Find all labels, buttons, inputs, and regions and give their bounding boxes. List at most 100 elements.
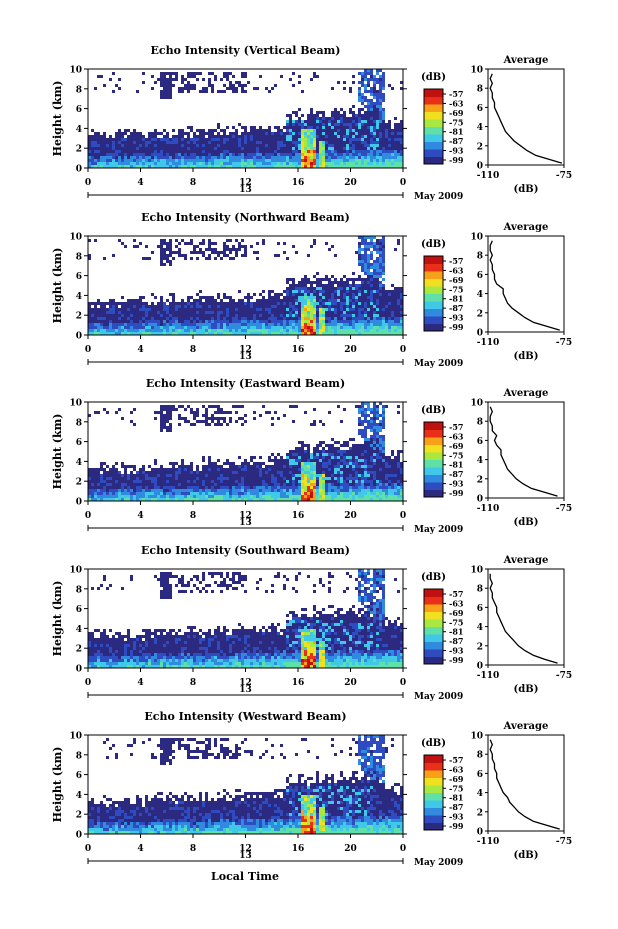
heatmap-cell <box>247 477 250 480</box>
heatmap-cell <box>190 474 193 477</box>
heatmap-cell <box>376 126 379 129</box>
heatmap-cell <box>235 135 238 138</box>
heatmap-cell <box>340 308 343 311</box>
heatmap-cell <box>337 453 340 456</box>
heatmap-cell <box>265 159 268 162</box>
heatmap-cell <box>394 156 397 159</box>
heatmap-cell <box>289 468 292 471</box>
heatmap-cell <box>316 284 319 287</box>
heatmap-cell <box>232 87 235 90</box>
heatmap-cell <box>334 150 337 153</box>
heatmap-cell <box>106 156 109 159</box>
heatmap-cell <box>400 162 403 165</box>
heatmap-cell <box>343 147 346 150</box>
heatmap-cell <box>106 480 109 483</box>
heatmap-cell <box>190 144 193 147</box>
heatmap-cell <box>118 474 121 477</box>
heatmap-cell <box>364 266 367 269</box>
heatmap-cell <box>244 477 247 480</box>
heatmap-cell <box>154 305 157 308</box>
heatmap-cell <box>127 480 130 483</box>
heatmap-cell <box>133 311 136 314</box>
heatmap-cell <box>160 242 163 245</box>
heatmap-cell <box>247 320 250 323</box>
heatmap-cell <box>265 332 268 335</box>
heatmap-cell <box>382 87 385 90</box>
heatmap-cell <box>331 117 334 120</box>
heatmap-cell <box>94 153 97 156</box>
heatmap-cell <box>160 90 163 93</box>
heatmap-cell <box>181 477 184 480</box>
heatmap-cell <box>370 239 373 242</box>
colorbar-swatch <box>424 149 443 157</box>
heatmap-cell <box>340 299 343 302</box>
heatmap-cell <box>352 159 355 162</box>
heatmap-cell <box>106 153 109 156</box>
heatmap-cell <box>391 162 394 165</box>
heatmap-cell <box>196 326 199 329</box>
heatmap-cell <box>217 474 220 477</box>
heatmap-cell <box>397 165 400 168</box>
heatmap-cell <box>88 308 91 311</box>
heatmap-cell <box>277 474 280 477</box>
heatmap-cell <box>313 468 316 471</box>
heatmap-cell <box>301 308 304 311</box>
heatmap-cell <box>259 474 262 477</box>
heatmap-cell <box>208 239 211 242</box>
heatmap-cell <box>100 323 103 326</box>
heatmap-cell <box>106 150 109 153</box>
heatmap-cell <box>322 159 325 162</box>
heatmap-cell <box>169 405 172 408</box>
heatmap-cell <box>370 251 373 254</box>
heatmap-cell <box>166 156 169 159</box>
heatmap-cell <box>373 117 376 120</box>
heatmap-cell <box>343 329 346 332</box>
heatmap-cell <box>334 278 337 281</box>
heatmap-cell <box>397 287 400 290</box>
heatmap-cell <box>301 317 304 320</box>
heatmap-cell <box>220 471 223 474</box>
heatmap-cell <box>133 474 136 477</box>
heatmap-cell <box>166 242 169 245</box>
heatmap-cell <box>331 159 334 162</box>
heatmap-cell <box>175 320 178 323</box>
heatmap-cell <box>388 150 391 153</box>
heatmap-cell <box>325 135 328 138</box>
average-xlabel: (dB) <box>514 184 539 195</box>
heatmap-cell <box>229 492 232 495</box>
heatmap-cell <box>88 483 91 486</box>
heatmap-cell <box>244 129 247 132</box>
heatmap-cell <box>187 72 190 75</box>
heatmap-cell <box>202 480 205 483</box>
heatmap-cell <box>352 120 355 123</box>
heatmap-cell <box>268 477 271 480</box>
heatmap-cell <box>181 326 184 329</box>
heatmap-cell <box>160 138 163 141</box>
heatmap-cell <box>181 141 184 144</box>
heatmap-cell <box>109 317 112 320</box>
heatmap-cell <box>364 138 367 141</box>
heatmap-cell <box>238 135 241 138</box>
heatmap-cell <box>325 302 328 305</box>
heatmap-cell <box>277 126 280 129</box>
heatmap-cell <box>262 305 265 308</box>
heatmap-cell <box>268 147 271 150</box>
heatmap-cell <box>205 477 208 480</box>
heatmap-cell <box>259 323 262 326</box>
heatmap-cell <box>139 489 142 492</box>
heatmap-cell <box>355 296 358 299</box>
heatmap-cell <box>202 477 205 480</box>
heatmap-cell <box>352 150 355 153</box>
heatmap-cell <box>307 326 310 329</box>
heatmap-cell <box>160 486 163 489</box>
heatmap-cell <box>172 138 175 141</box>
heatmap-cell <box>118 492 121 495</box>
heatmap-cell <box>172 72 175 75</box>
heatmap-cell <box>238 498 241 501</box>
heatmap-cell <box>325 305 328 308</box>
heatmap-cell <box>358 99 361 102</box>
heatmap-cell <box>211 417 214 420</box>
heatmap-cell <box>343 153 346 156</box>
heatmap-cell <box>226 459 229 462</box>
heatmap-cell <box>301 441 304 444</box>
